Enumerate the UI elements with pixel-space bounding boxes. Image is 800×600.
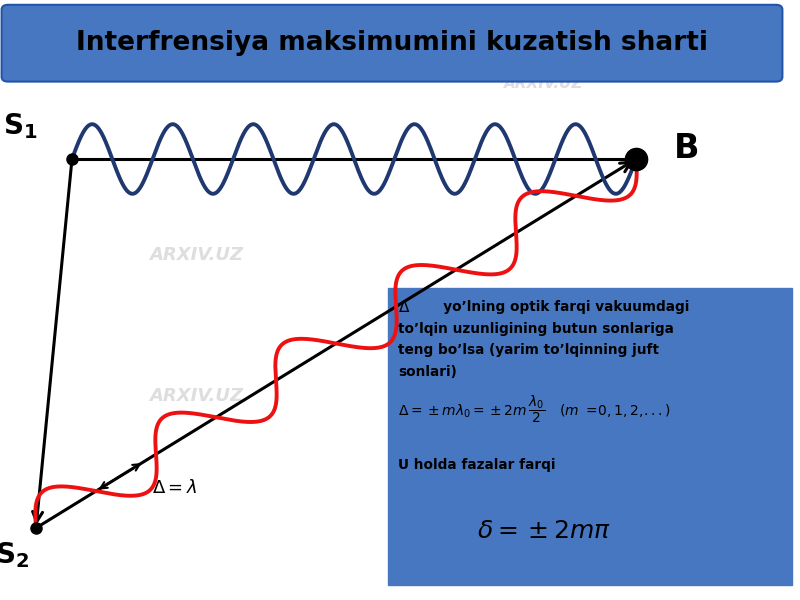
Bar: [388, 288, 792, 585]
Text: $\mathbf{B}$: $\mathbf{B}$: [673, 131, 698, 164]
Text: teng bo’lsa (yarim to’lqinning juft: teng bo’lsa (yarim to’lqinning juft: [398, 343, 659, 358]
Text: $\mathbf{S_1}$: $\mathbf{S_1}$: [2, 111, 38, 141]
Text: $\Delta = \lambda$: $\Delta = \lambda$: [152, 479, 198, 497]
Text: ARXIV.UZ: ARXIV.UZ: [504, 76, 584, 91]
Text: $\Delta = \pm m\lambda_0 = \pm 2m\,\dfrac{\lambda_0}{2}$   $(m\ =\!0,1,2,\!...)$: $\Delta = \pm m\lambda_0 = \pm 2m\,\dfra…: [398, 394, 671, 425]
Text: $\mathbf{S_2}$: $\mathbf{S_2}$: [0, 540, 29, 570]
Text: Interfrensiya maksimumini kuzatish sharti: Interfrensiya maksimumini kuzatish shart…: [76, 30, 708, 56]
Text: $\delta = \pm 2m\pi$: $\delta = \pm 2m\pi$: [477, 519, 611, 543]
Text: to’lqin uzunligining butun sonlariga: to’lqin uzunligining butun sonlariga: [398, 322, 674, 336]
Text: yo’lning optik farqi vakuumdagi: yo’lning optik farqi vakuumdagi: [429, 300, 689, 314]
Text: ARXIV.UZ: ARXIV.UZ: [149, 387, 243, 405]
Text: $\Delta$: $\Delta$: [398, 299, 410, 315]
Text: U holda fazalar farqi: U holda fazalar farqi: [398, 458, 556, 472]
Text: ARXIV.UZ: ARXIV.UZ: [149, 246, 243, 264]
Text: sonlari): sonlari): [398, 365, 457, 379]
FancyBboxPatch shape: [2, 5, 782, 82]
